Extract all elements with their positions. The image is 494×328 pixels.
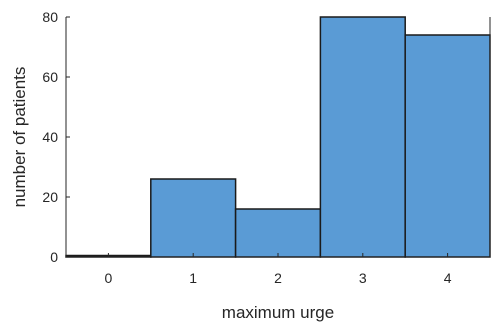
x-tick-label-4: 4 xyxy=(444,270,452,286)
x-tick-label-1: 1 xyxy=(189,270,197,286)
y-tick-labels: 0 20 40 60 80 xyxy=(42,9,58,265)
x-tick-label-3: 3 xyxy=(359,270,367,286)
y-tick-label-60: 60 xyxy=(42,69,58,85)
y-tick-label-80: 80 xyxy=(42,9,58,25)
x-tick-label-0: 0 xyxy=(105,270,113,286)
bars-group xyxy=(65,16,491,258)
x-tick-labels: 0 1 2 3 4 xyxy=(105,270,452,286)
y-axis-label: number of patients xyxy=(10,67,29,208)
bar-4 xyxy=(404,34,491,258)
bar-3 xyxy=(319,16,406,258)
bar-1 xyxy=(150,178,237,258)
x-axis-label: maximum urge xyxy=(222,303,334,322)
y-tick-label-40: 40 xyxy=(42,129,58,145)
y-tick-label-0: 0 xyxy=(50,249,58,265)
bar-2 xyxy=(234,208,322,258)
y-tick-label-20: 20 xyxy=(42,189,58,205)
x-tick-label-2: 2 xyxy=(274,270,282,286)
axes-group xyxy=(65,16,491,258)
